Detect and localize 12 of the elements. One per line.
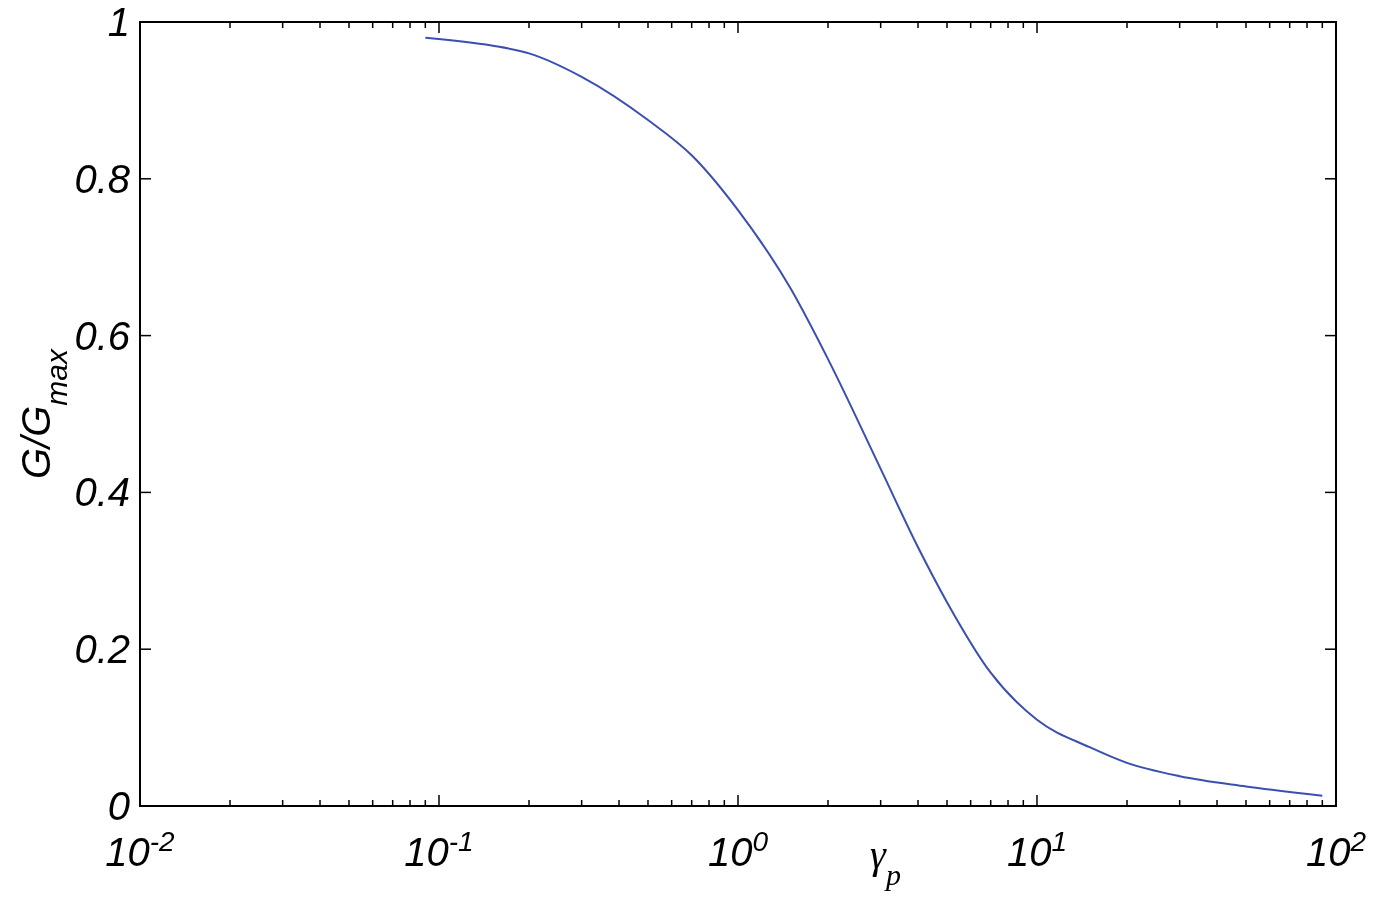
x-tick-label: 10$^{0}$	[707, 825, 769, 874]
x-tick-label: 10$^{2}$	[1305, 825, 1367, 874]
x-tick-label: 10$^{-2}$	[105, 825, 176, 874]
y-tick-label: 0.2	[74, 627, 130, 672]
y-tick-label: 0.4	[74, 470, 130, 515]
y-tick-label: 0.6	[74, 313, 131, 358]
x-tick-label: 10$^{1}$	[1006, 825, 1068, 874]
y-tick-label: 1	[107, 0, 130, 44]
x-axis-title: γ$_{p}$	[870, 832, 901, 891]
y-tick-label: 0	[107, 784, 130, 828]
y-tick-label: 0.8	[74, 156, 131, 201]
x-tick-label: 10$^{-1}$	[404, 825, 474, 874]
